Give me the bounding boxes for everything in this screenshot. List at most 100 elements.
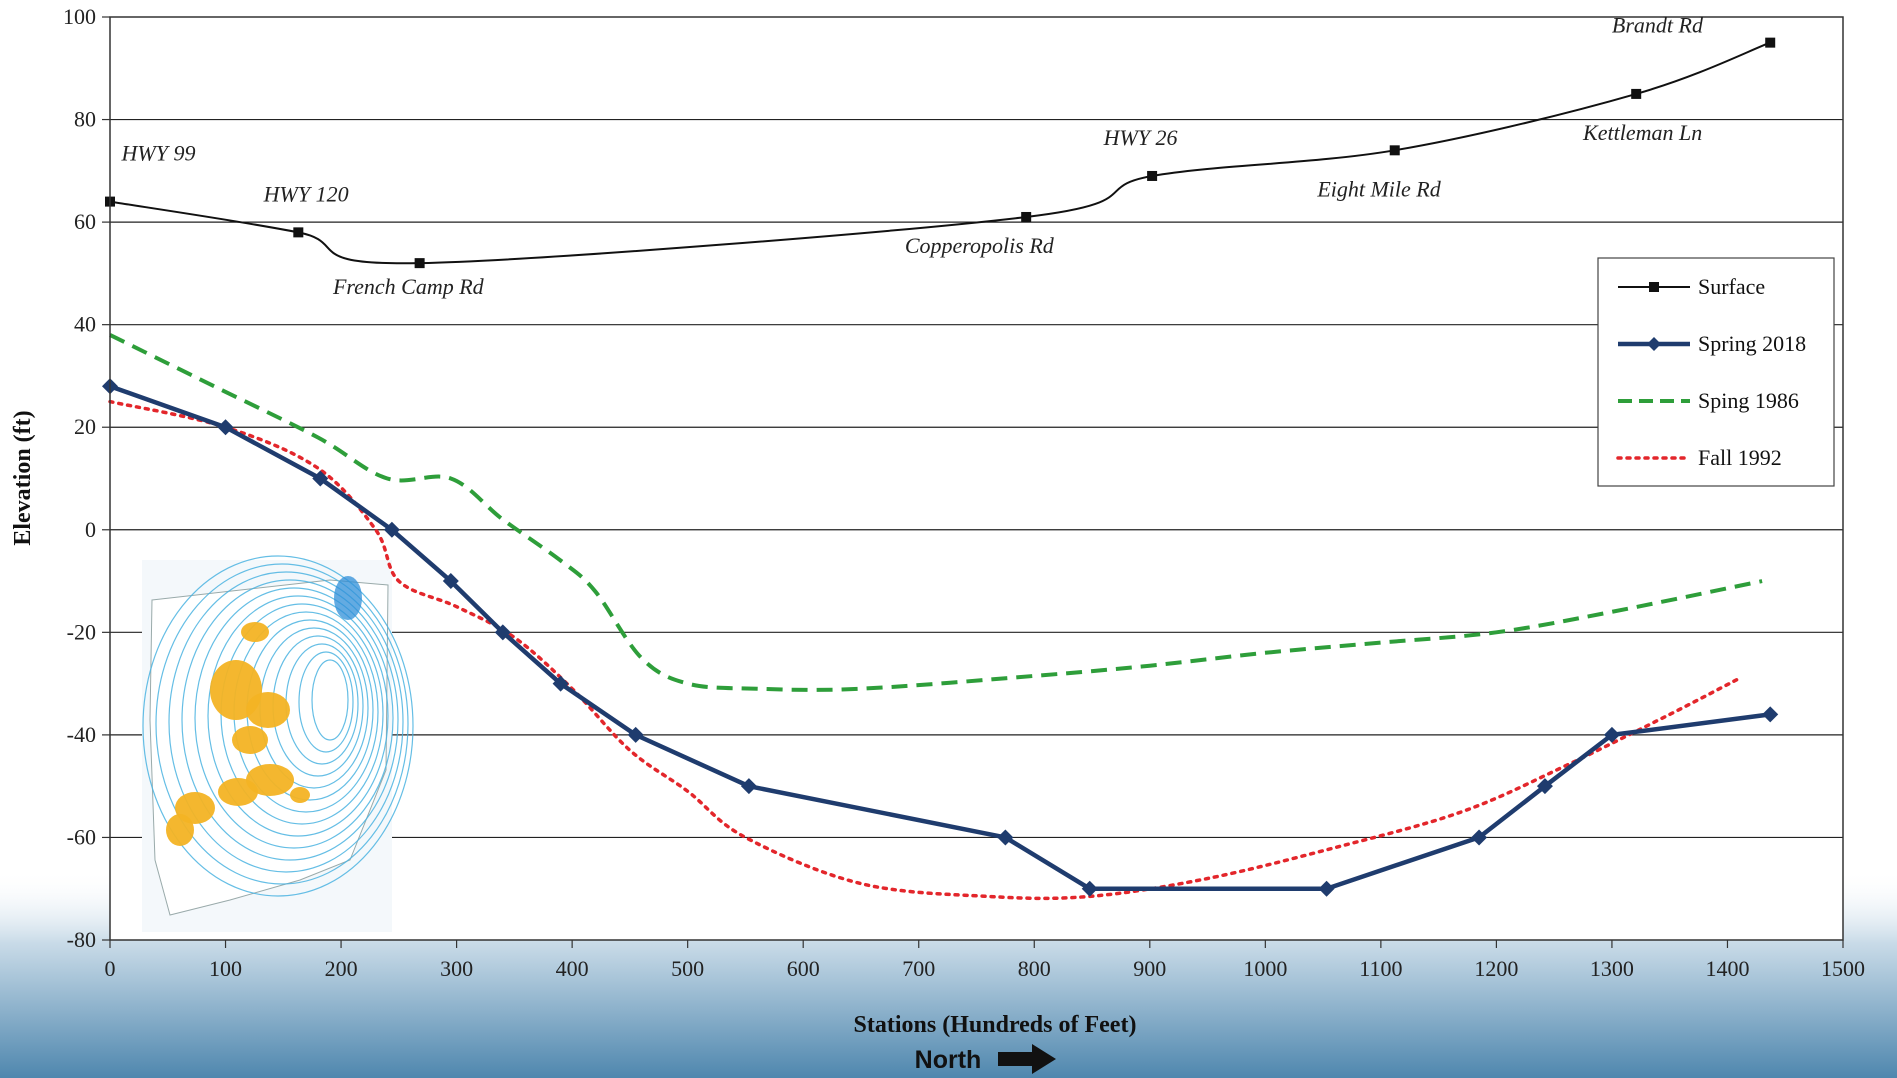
y-tick-label: 80 xyxy=(74,107,96,132)
annotation-label: French Camp Rd xyxy=(332,274,485,299)
legend-label: Spring 2018 xyxy=(1698,331,1806,356)
legend-item-fall-1992: Fall 1992 xyxy=(1616,445,1782,470)
legend-label: Sping 1986 xyxy=(1698,388,1799,413)
y-axis-title: Elevation (ft) xyxy=(10,410,36,545)
spring-2018-point xyxy=(627,726,644,743)
legend-marker xyxy=(1649,282,1659,292)
x-tick-label: 800 xyxy=(1018,956,1051,981)
inset-contour-line xyxy=(155,563,409,885)
spring-2018-point xyxy=(383,521,400,538)
series-spring-2018 xyxy=(102,378,1779,897)
series-line-spring-2018 xyxy=(109,384,1771,891)
x-tick-label: 200 xyxy=(325,956,358,981)
y-axis-ticks: -80 -60 -40 -20 0 20 40 60 80 100 xyxy=(63,4,110,952)
y-tick-label: 0 xyxy=(85,517,96,542)
series-fall-1992 xyxy=(108,399,1741,901)
plot-background xyxy=(110,17,1843,940)
surface-point xyxy=(1021,211,1032,222)
x-axis-ticks: 0 100 200 300 400 500 600 700 800 900 1000 1100 1200… xyxy=(105,940,1865,981)
annotation-label: Brandt Rd xyxy=(1612,12,1704,37)
x-tick-label: 600 xyxy=(787,956,820,981)
x-tick-label: 400 xyxy=(556,956,589,981)
y-tick-label: 60 xyxy=(74,209,96,234)
x-tick-label: 1200 xyxy=(1474,956,1518,981)
y-tick-label: -80 xyxy=(67,927,96,952)
x-axis-title: Stations (Hundreds of Feet) xyxy=(854,1012,1137,1038)
x-tick-label: 900 xyxy=(1133,956,1166,981)
spring-2018-point xyxy=(1318,880,1335,897)
surface-point xyxy=(1765,37,1776,48)
north-label: North xyxy=(915,1046,982,1074)
inset-contour-line xyxy=(311,659,349,741)
spring-2018-point xyxy=(1081,880,1098,897)
legend-item-spring-2018: Spring 2018 xyxy=(1618,331,1806,356)
inset-urban-area xyxy=(166,814,194,846)
inset-contour-line xyxy=(298,651,354,753)
annotation-label: Copperopolis Rd xyxy=(905,233,1055,258)
spring-2018-point xyxy=(312,470,329,487)
x-tick-label: 500 xyxy=(671,956,704,981)
surface-point xyxy=(1389,145,1400,156)
x-tick-label: 700 xyxy=(902,956,935,981)
legend-label: Fall 1992 xyxy=(1698,445,1782,470)
series-line-fall-1992 xyxy=(108,399,1741,901)
inset-contour-map xyxy=(142,555,414,932)
spring-2018-point xyxy=(494,624,511,641)
surface-point xyxy=(1631,88,1642,99)
road-annotations: HWY 99 HWY 120 French Camp Rd Copperopolis … xyxy=(121,12,1704,299)
series-layer xyxy=(102,37,1779,901)
inset-urban-area xyxy=(241,622,269,642)
x-tick-label: 1500 xyxy=(1821,956,1865,981)
inset-depression xyxy=(334,576,362,620)
y-tick-label: 20 xyxy=(74,414,96,439)
annotation-label: HWY 99 xyxy=(121,141,196,166)
y-tick-label: 100 xyxy=(63,4,96,29)
x-tick-label: 1300 xyxy=(1590,956,1634,981)
y-tick-label: -60 xyxy=(67,824,96,849)
spring-2018-point xyxy=(1762,706,1779,723)
inset-urban-area xyxy=(232,726,268,754)
annotation-label: Eight Mile Rd xyxy=(1316,176,1441,201)
inset-urban-area xyxy=(218,778,258,806)
spring-2018-point xyxy=(1536,778,1553,795)
x-tick-label: 100 xyxy=(209,956,242,981)
inset-contour-line xyxy=(142,555,414,897)
spring-2018-point xyxy=(552,675,569,692)
inset-urban-area xyxy=(246,692,290,728)
legend-box xyxy=(1597,257,1835,487)
x-tick-label: 300 xyxy=(440,956,473,981)
x-tick-label: 1100 xyxy=(1359,956,1402,981)
plot-frame xyxy=(109,16,1844,941)
legend-marker xyxy=(1647,337,1661,351)
series-line-sping-1986 xyxy=(109,333,1763,692)
spring-2018-point xyxy=(1471,829,1488,846)
x-tick-label: 1400 xyxy=(1705,956,1749,981)
inset-contour-line xyxy=(194,587,394,849)
x-tick-label: 1000 xyxy=(1243,956,1287,981)
inset-contour-line xyxy=(168,571,404,873)
legend-item-surface: Surface xyxy=(1618,274,1765,299)
legend-label: Surface xyxy=(1698,274,1765,299)
annotation-label: Kettleman Ln xyxy=(1582,120,1702,145)
legend-item-sping-1986: Sping 1986 xyxy=(1618,388,1799,413)
inset-urban-area xyxy=(246,764,294,796)
annotation-label: HWY 26 xyxy=(1103,125,1178,150)
legend: Surface Spring 2018 Sping 1986 Fall 1992 xyxy=(1597,257,1835,487)
inset-contour-line xyxy=(181,579,399,861)
surface-point xyxy=(1147,170,1158,181)
y-tick-label: 40 xyxy=(74,312,96,337)
surface-point xyxy=(293,227,304,238)
series-sping-1986 xyxy=(109,333,1763,692)
spring-2018-point xyxy=(442,573,459,590)
series-line-surface xyxy=(109,41,1771,265)
spring-2018-point xyxy=(1603,726,1620,743)
spring-2018-point xyxy=(217,419,234,436)
inset-contour-line xyxy=(207,595,389,837)
y-tick-label: -40 xyxy=(67,722,96,747)
north-arrow-icon xyxy=(998,1044,1056,1074)
surface-point xyxy=(414,258,425,269)
y-tick-label: -20 xyxy=(67,619,96,644)
spring-2018-point xyxy=(740,778,757,795)
